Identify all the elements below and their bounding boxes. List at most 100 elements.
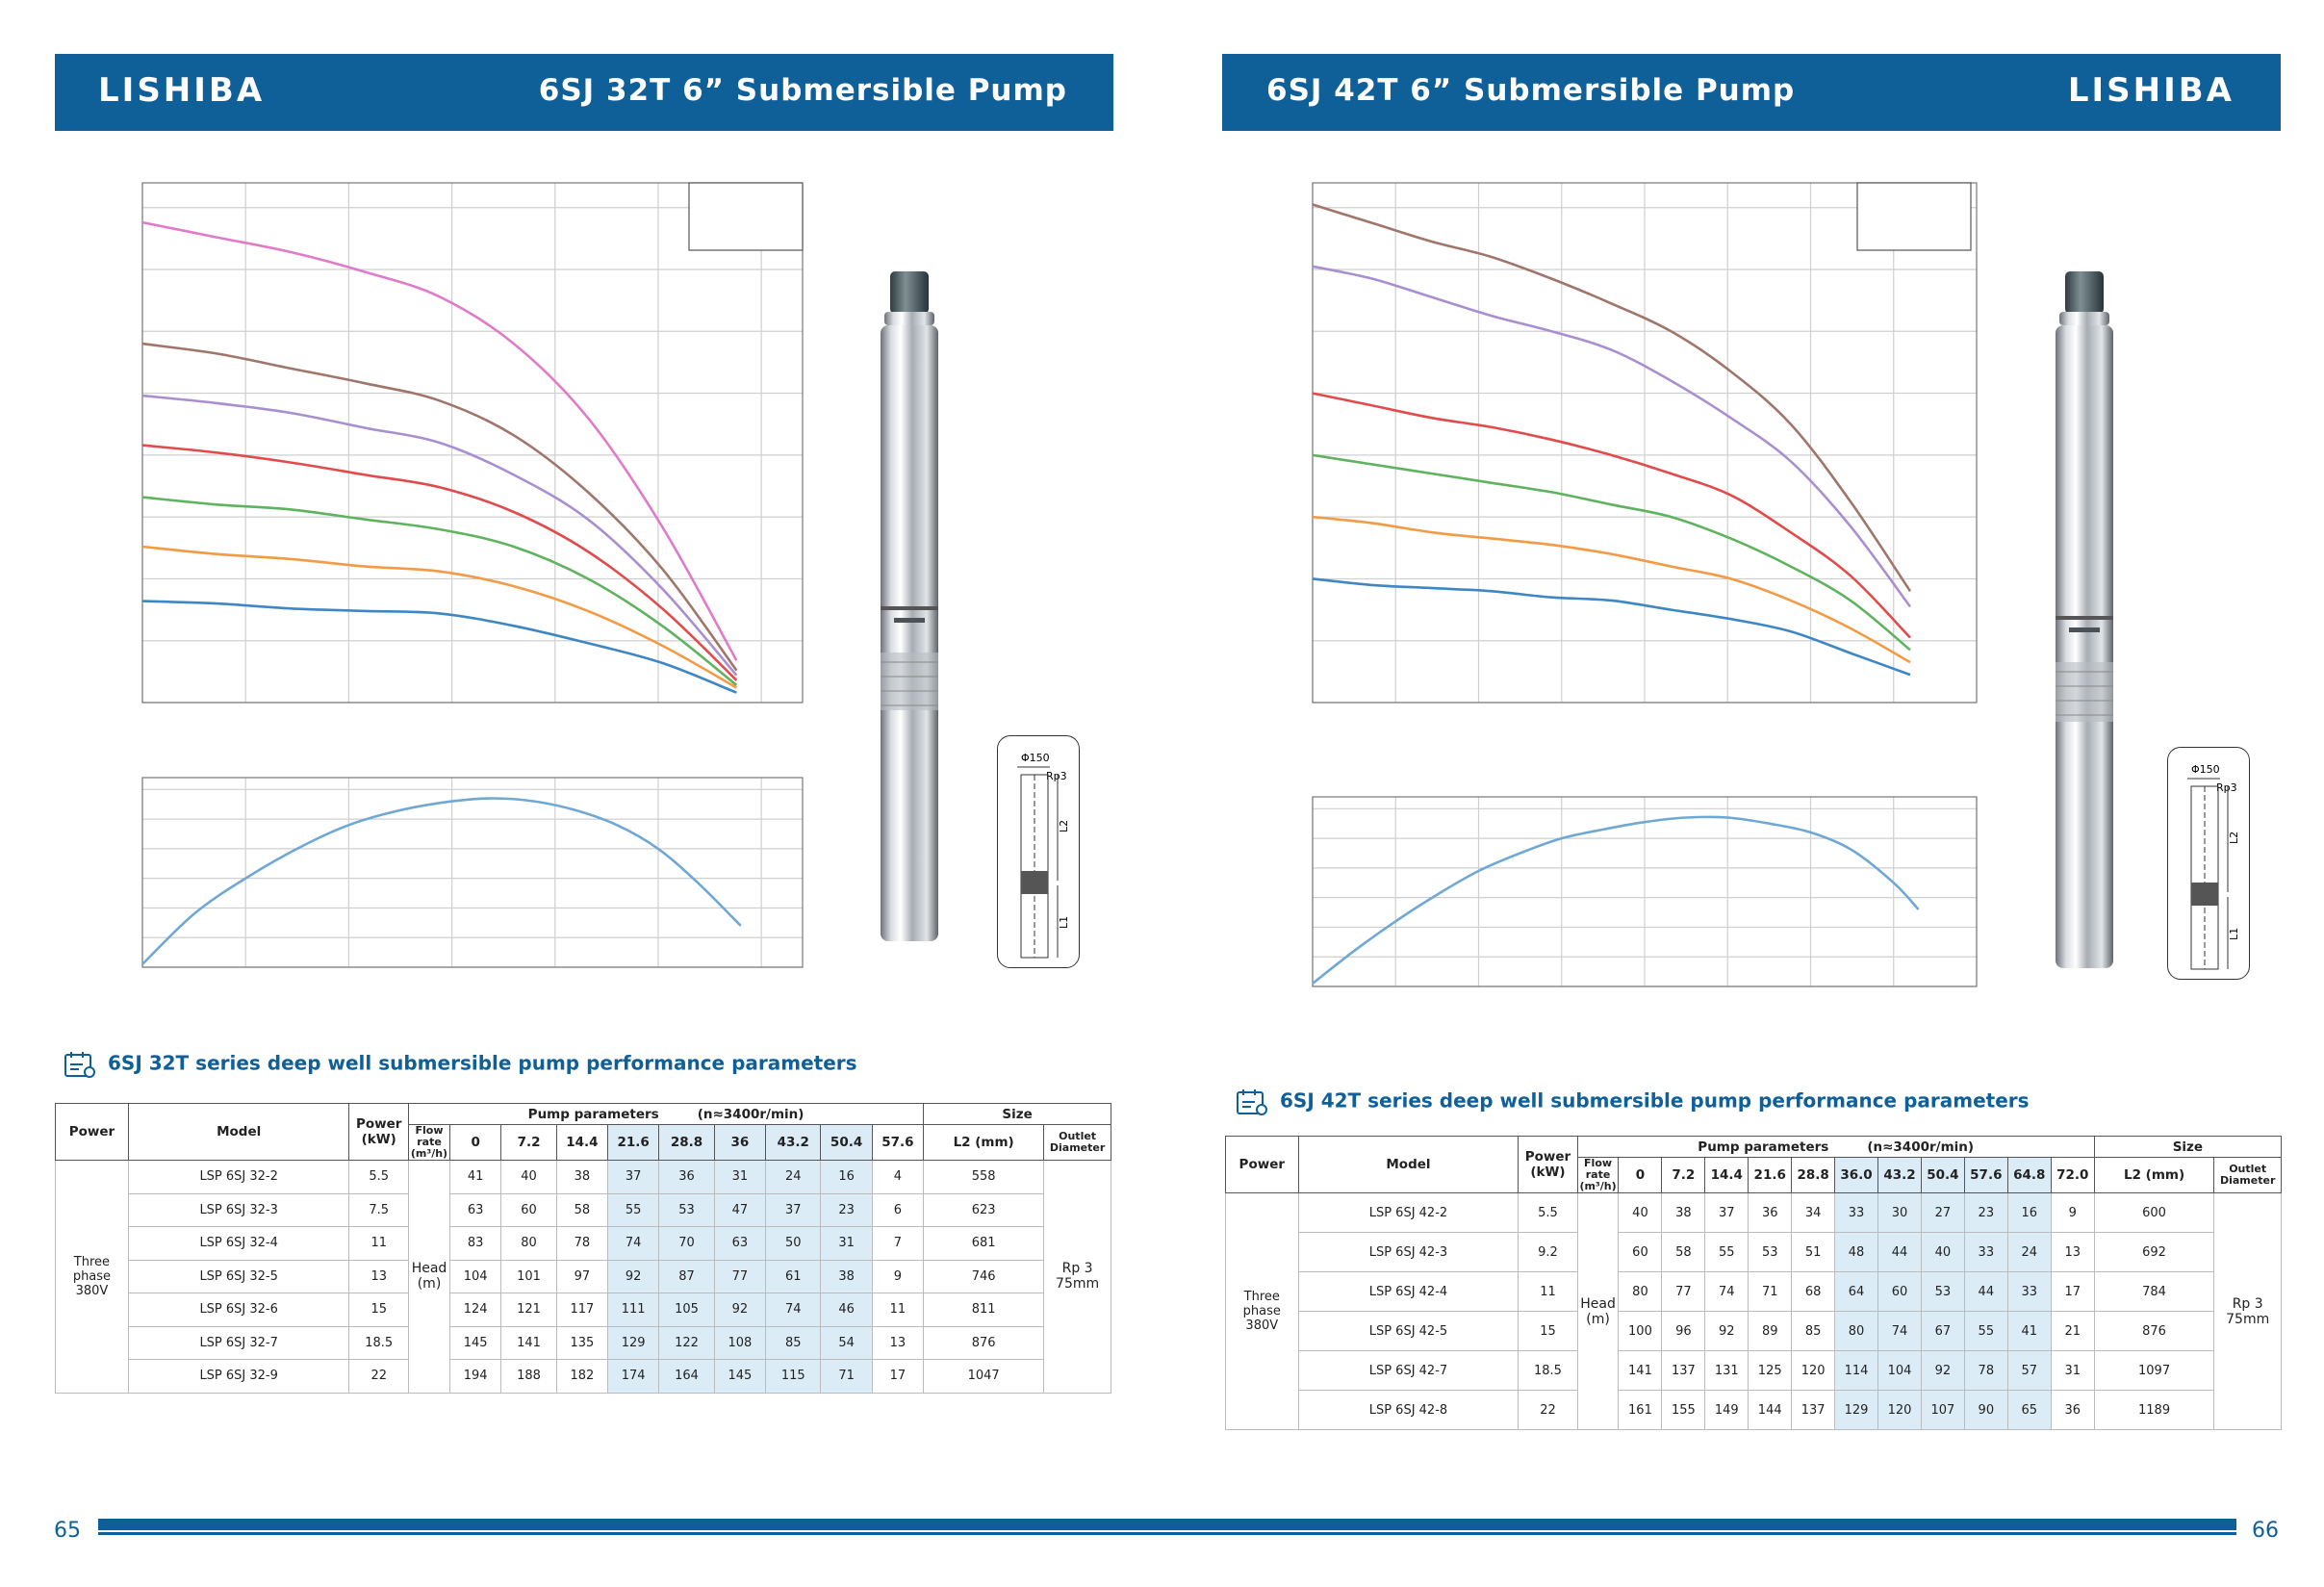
header-flow-rate: Flow rate (m³/h) [407,1124,451,1161]
head-value-cell: 31 [820,1226,873,1261]
head-value-cell: 41 [2006,1311,2052,1351]
header-size: Size [2093,1136,2283,1158]
series-line [1312,577,1911,677]
l2-cell: 1189 [2093,1390,2215,1430]
header-title: 6SJ 32T 6” Submersible Pump [538,73,1067,108]
power-phase-cell: Three phase 380V [1225,1192,1299,1430]
head-value-cell: 70 [658,1226,715,1261]
header-flow-value: 0 [1618,1157,1663,1193]
head-value-cell: 11 [871,1293,925,1327]
head-value-cell: 144 [1748,1390,1793,1430]
table-row: LSP 6SJ 32-9 22 194 188 182 174 164 145 115 71 17 1… [56,1359,1111,1394]
power-kw-cell: 18.5 [1518,1350,1578,1391]
dimension-drawing: Φ150 Rp3 L2 L1 [2167,747,2250,980]
head-value-cell: 51 [1791,1232,1836,1272]
table-row: LSP 6SJ 42-8 22 161 155 149 144 137 129 120 107 90… [1226,1390,2282,1430]
power-kw-cell: 22 [1518,1390,1578,1430]
table-row: LSP 6SJ 32-4 11 83 80 78 74 70 63 50 31 7 681 [56,1226,1111,1261]
footer-bar-thin [98,1532,2236,1535]
l1-label: L1 [2228,928,2240,940]
head-value-cell: 17 [2050,1271,2095,1312]
model-cell: LSP 6SJ 32-3 [127,1192,350,1227]
section-title-text: 6SJ 32T series deep well submersible pum… [108,1051,857,1075]
head-value-cell: 80 [1834,1311,1879,1351]
head-label-cell: Head (m) [407,1160,451,1394]
series-line [141,220,738,661]
head-value-cell: 92 [1704,1311,1749,1351]
l2-cell: 558 [923,1160,1045,1194]
head-value-cell: 34 [1791,1192,1836,1233]
head-value-cell: 64 [1834,1271,1879,1312]
header-power: Power [55,1103,129,1161]
series-line [1312,265,1912,608]
header-l2: L2 (mm) [923,1124,1045,1161]
head-value-cell: 92 [713,1293,767,1327]
head-value-cell: 37 [765,1192,822,1227]
header-model: Model [127,1103,350,1161]
head-value-cell: 58 [1661,1232,1706,1272]
head-value-cell: 80 [1618,1271,1663,1312]
head-value-cell: 23 [1963,1192,2008,1233]
l2-label: L2 [2228,832,2240,844]
head-value-cell: 58 [555,1192,609,1227]
l2-cell: 876 [2093,1311,2215,1351]
head-value-cell: 92 [607,1259,660,1293]
power-kw-cell: 18.5 [348,1325,409,1360]
model-cell: LSP 6SJ 42-4 [1297,1271,1520,1312]
table-row: LSP 6SJ 42-3 9.2 60 58 55 53 51 48 44 40 33 24 13 692 [1226,1232,2282,1272]
head-value-cell: 105 [658,1293,715,1327]
performance-table: Power Model Power (kW) Pump parameters (n≈34… [1225,1136,2283,1430]
head-value-cell: 85 [765,1325,822,1360]
header-power: Power [1225,1136,1299,1193]
head-value-cell: 9 [2050,1192,2095,1233]
head-value-cell: 55 [607,1192,660,1227]
power-kw-cell: 11 [348,1226,409,1261]
head-value-cell: 77 [713,1259,767,1293]
table-row: LSP 6SJ 42-5 15 100 96 92 89 85 80 74 67 55 41 21 876 [1226,1311,2282,1351]
header-size: Size [923,1103,1111,1125]
pump-image [2056,271,2113,968]
section-title: 6SJ 42T series deep well submersible pum… [1236,1088,2030,1115]
performance-table: Power Model Power (kW) Pump parameters (n≈34… [55,1103,1111,1394]
header-flow-value: 7.2 [500,1124,557,1161]
head-value-cell: 65 [2006,1390,2052,1430]
head-value-cell: 100 [1618,1311,1663,1351]
header-flow-value: 64.8 [2006,1157,2052,1193]
table-row: Three phase 380V LSP 6SJ 42-2 5.5 Head (m) 4… [1225,1192,2282,1430]
page-number: 66 [2252,1519,2279,1543]
header-flow-value: 36.0 [1834,1157,1879,1193]
power-kw-cell: 5.5 [1518,1192,1578,1233]
head-value-cell: 33 [1834,1192,1879,1233]
series-line [1312,203,1912,593]
header-flow-value: 43.2 [765,1124,822,1161]
power-kw-cell: 7.5 [348,1192,409,1227]
header-pump-parameters: Pump parameters (n≈3400r/min) [1576,1136,2095,1158]
l2-cell: 784 [2093,1271,2215,1312]
head-value-cell: 124 [449,1293,502,1327]
plot-frame [141,777,804,968]
head-value-cell: 9 [871,1259,925,1293]
head-value-cell: 13 [871,1325,925,1360]
table-row: Three phase 380V LSP 6SJ 32-2 5.5 Head (m) 4… [55,1160,1111,1394]
l2-cell: 600 [2093,1192,2215,1233]
plot-frame [141,182,804,704]
series-line [1312,392,1911,639]
head-value-cell: 141 [500,1325,557,1360]
table-row: LSP 6SJ 32-5 13 104 101 97 92 87 77 61 38 9 746 [56,1259,1111,1293]
header-outlet-diameter: Outlet Diameter [2213,1157,2282,1193]
header-flow-value: 28.8 [658,1124,715,1161]
head-value-cell: 155 [1661,1390,1706,1430]
head-label-cell: Head (m) [1576,1192,1620,1430]
table-row: LSP 6SJ 32-7 18.5 145 141 135 129 122 108 85 54 13… [56,1325,1111,1360]
model-cell: LSP 6SJ 42-2 [1297,1192,1520,1233]
header-flow-rate: Flow rate (m³/h) [1576,1157,1620,1193]
series-line [141,600,737,694]
head-value-cell: 137 [1661,1350,1706,1391]
head-value-cell: 145 [713,1359,767,1394]
model-cell: LSP 6SJ 32-5 [127,1259,350,1293]
head-value-cell: 104 [1877,1350,1922,1391]
model-cell: LSP 6SJ 42-5 [1297,1311,1520,1351]
head-value-cell: 31 [2050,1350,2095,1391]
diameter-label: Φ150 [1021,752,1050,764]
header-pump-parameters: Pump parameters (n≈3400r/min) [407,1103,925,1125]
